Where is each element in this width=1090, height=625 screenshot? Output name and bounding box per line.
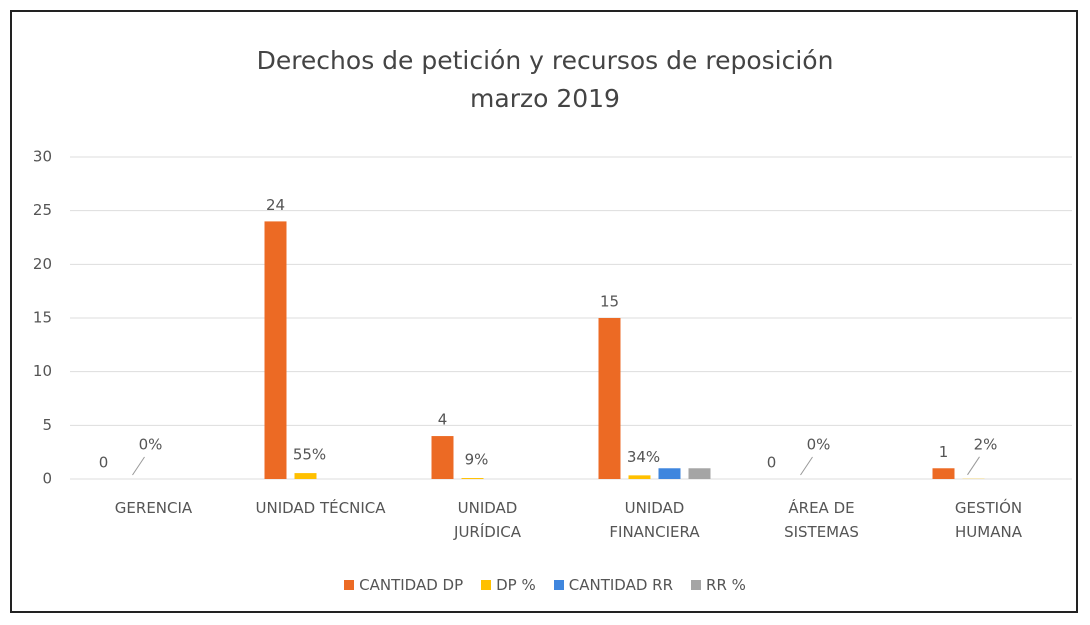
legend-item: CANTIDAD RR bbox=[553, 576, 674, 594]
leader-line bbox=[132, 456, 145, 476]
data-label: 1 bbox=[939, 443, 949, 461]
legend-swatch bbox=[344, 580, 355, 590]
data-label: 4 bbox=[438, 411, 448, 429]
x-tick-label: ÁREA DE SISTEMAS bbox=[784, 499, 859, 541]
data-label: 55% bbox=[293, 446, 326, 464]
data-label: 0 bbox=[99, 454, 109, 472]
legend-label: DP % bbox=[496, 576, 536, 594]
data-label: 34% bbox=[627, 448, 660, 466]
y-tick-label: 20 bbox=[33, 255, 52, 273]
legend-swatch bbox=[481, 580, 492, 590]
legend-label: RR % bbox=[706, 576, 746, 594]
leader-line bbox=[967, 456, 980, 476]
legend-item: CANTIDAD DP bbox=[344, 576, 463, 594]
bar bbox=[628, 475, 651, 479]
legend: CANTIDAD DP DP % CANTIDAD RR RR % bbox=[0, 576, 1090, 594]
x-tick-label: UNIDAD JURÍDICA bbox=[454, 499, 521, 541]
legend-swatch bbox=[691, 580, 702, 590]
x-tick-label: GESTIÓN HUMANA bbox=[954, 499, 1023, 541]
x-tick-label: UNIDAD FINANCIERA bbox=[609, 499, 700, 541]
legend-item: DP % bbox=[481, 576, 536, 594]
y-tick-label: 30 bbox=[33, 148, 52, 166]
y-tick-label: 5 bbox=[42, 416, 52, 434]
data-label: 0 bbox=[767, 454, 777, 472]
legend-label: CANTIDAD RR bbox=[568, 576, 674, 594]
legend-item: RR % bbox=[691, 576, 746, 594]
y-tick-label: 0 bbox=[42, 470, 52, 488]
legend-swatch bbox=[553, 580, 564, 590]
data-label: 15 bbox=[600, 293, 619, 311]
bar bbox=[264, 221, 287, 479]
x-tick-label: GERENCIA bbox=[114, 499, 193, 517]
data-label: 0% bbox=[807, 436, 831, 454]
y-tick-label: 25 bbox=[33, 201, 52, 219]
leader-line bbox=[800, 456, 813, 476]
bar bbox=[932, 468, 955, 479]
y-tick-label: 10 bbox=[33, 362, 52, 380]
data-label: 0% bbox=[139, 436, 163, 454]
y-tick-label: 15 bbox=[33, 309, 52, 327]
bar bbox=[461, 478, 484, 479]
bar bbox=[294, 473, 317, 479]
bar bbox=[658, 468, 681, 479]
x-tick-label: UNIDAD TÉCNICA bbox=[255, 499, 386, 517]
bar bbox=[598, 318, 621, 479]
data-label: 9% bbox=[465, 451, 489, 469]
bar bbox=[431, 436, 454, 479]
legend-label: CANTIDAD DP bbox=[359, 576, 464, 594]
data-label: 2% bbox=[974, 435, 998, 453]
data-label: 24 bbox=[266, 196, 285, 214]
bar bbox=[688, 468, 711, 479]
chart-frame bbox=[10, 10, 1078, 613]
chart-title: Derechos de petición y recursos de repos… bbox=[256, 46, 834, 113]
